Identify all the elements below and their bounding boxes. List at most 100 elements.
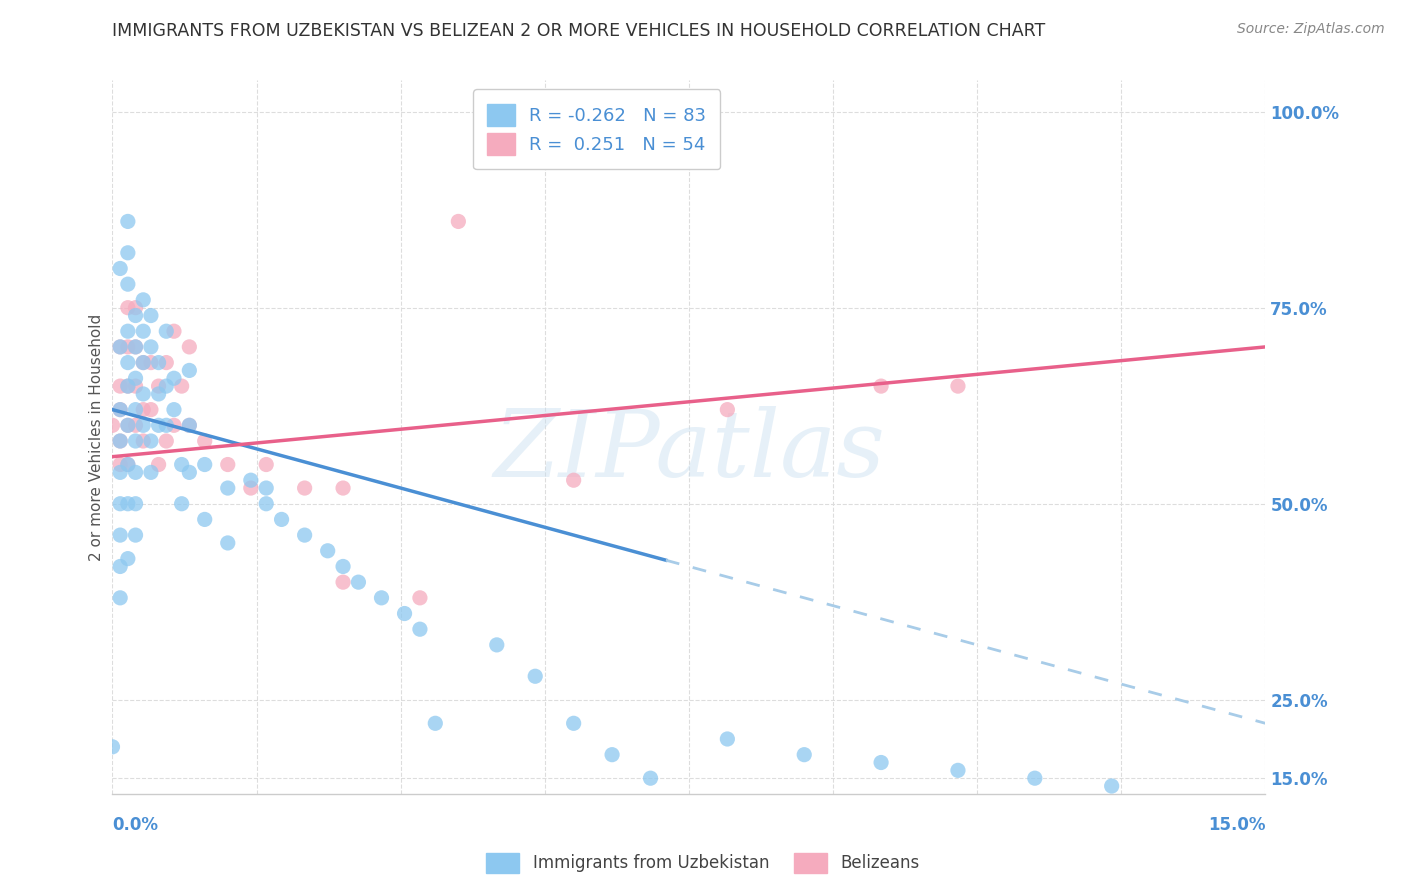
Text: IMMIGRANTS FROM UZBEKISTAN VS BELIZEAN 2 OR MORE VEHICLES IN HOUSEHOLD CORRELATI: IMMIGRANTS FROM UZBEKISTAN VS BELIZEAN 2… [112, 22, 1046, 40]
Point [155, 418, 177, 433]
Point [132, 387, 155, 401]
Point [485, 638, 508, 652]
Point [217, 458, 239, 472]
Point [124, 434, 146, 448]
Point [132, 402, 155, 417]
Point [793, 747, 815, 762]
Point [163, 371, 186, 385]
Legend: Immigrants from Uzbekistan, Belizeans: Immigrants from Uzbekistan, Belizeans [479, 847, 927, 880]
Point [124, 418, 146, 433]
Point [347, 575, 370, 590]
Text: 15.0%: 15.0% [1208, 816, 1265, 834]
Point [124, 466, 146, 480]
Point [108, 497, 131, 511]
Point [370, 591, 392, 605]
Point [124, 340, 146, 354]
Point [148, 379, 170, 393]
Point [562, 473, 585, 487]
Point [108, 528, 131, 542]
Point [108, 379, 131, 393]
Point [124, 402, 146, 417]
Point [179, 466, 201, 480]
Point [117, 458, 139, 472]
Point [254, 458, 277, 472]
Point [217, 536, 239, 550]
Point [132, 293, 155, 307]
Point [148, 387, 170, 401]
Point [163, 324, 186, 338]
Legend: R = -0.262   N = 83, R =  0.251   N = 54: R = -0.262 N = 83, R = 0.251 N = 54 [472, 89, 720, 169]
Point [254, 497, 277, 511]
Point [117, 245, 139, 260]
Point [409, 591, 432, 605]
Point [132, 355, 155, 369]
Point [108, 458, 131, 472]
Point [155, 434, 177, 448]
Point [101, 418, 124, 433]
Point [148, 355, 170, 369]
Point [139, 434, 162, 448]
Point [139, 466, 162, 480]
Point [139, 402, 162, 417]
Point [870, 756, 893, 770]
Point [108, 466, 131, 480]
Point [640, 771, 662, 785]
Point [239, 481, 262, 495]
Point [132, 355, 155, 369]
Point [194, 512, 217, 526]
Point [870, 379, 893, 393]
Point [139, 355, 162, 369]
Text: 0.0%: 0.0% [112, 816, 159, 834]
Point [108, 402, 131, 417]
Point [170, 458, 193, 472]
Point [946, 764, 969, 778]
Point [332, 575, 354, 590]
Text: ZIPatlas: ZIPatlas [494, 407, 884, 496]
Point [179, 418, 201, 433]
Point [425, 716, 447, 731]
Point [132, 418, 155, 433]
Point [163, 402, 186, 417]
Point [117, 379, 139, 393]
Point [108, 559, 131, 574]
Point [124, 371, 146, 385]
Point [117, 418, 139, 433]
Point [117, 355, 139, 369]
Point [409, 622, 432, 636]
Point [124, 379, 146, 393]
Point [117, 379, 139, 393]
Point [108, 261, 131, 276]
Point [332, 481, 354, 495]
Point [316, 543, 339, 558]
Point [117, 551, 139, 566]
Point [1101, 779, 1123, 793]
Point [562, 716, 585, 731]
Point [294, 481, 316, 495]
Point [179, 418, 201, 433]
Point [148, 458, 170, 472]
Point [117, 214, 139, 228]
Point [108, 434, 131, 448]
Point [108, 340, 131, 354]
Point [600, 747, 623, 762]
Point [394, 607, 416, 621]
Point [117, 418, 139, 433]
Point [170, 379, 193, 393]
Point [139, 340, 162, 354]
Point [117, 324, 139, 338]
Point [108, 591, 131, 605]
Point [217, 481, 239, 495]
Point [524, 669, 547, 683]
Point [117, 277, 139, 292]
Point [270, 512, 292, 526]
Point [124, 528, 146, 542]
Point [179, 363, 201, 377]
Point [716, 731, 738, 746]
Text: Source: ZipAtlas.com: Source: ZipAtlas.com [1237, 22, 1385, 37]
Point [124, 497, 146, 511]
Point [155, 355, 177, 369]
Point [148, 418, 170, 433]
Point [132, 324, 155, 338]
Point [108, 434, 131, 448]
Point [170, 497, 193, 511]
